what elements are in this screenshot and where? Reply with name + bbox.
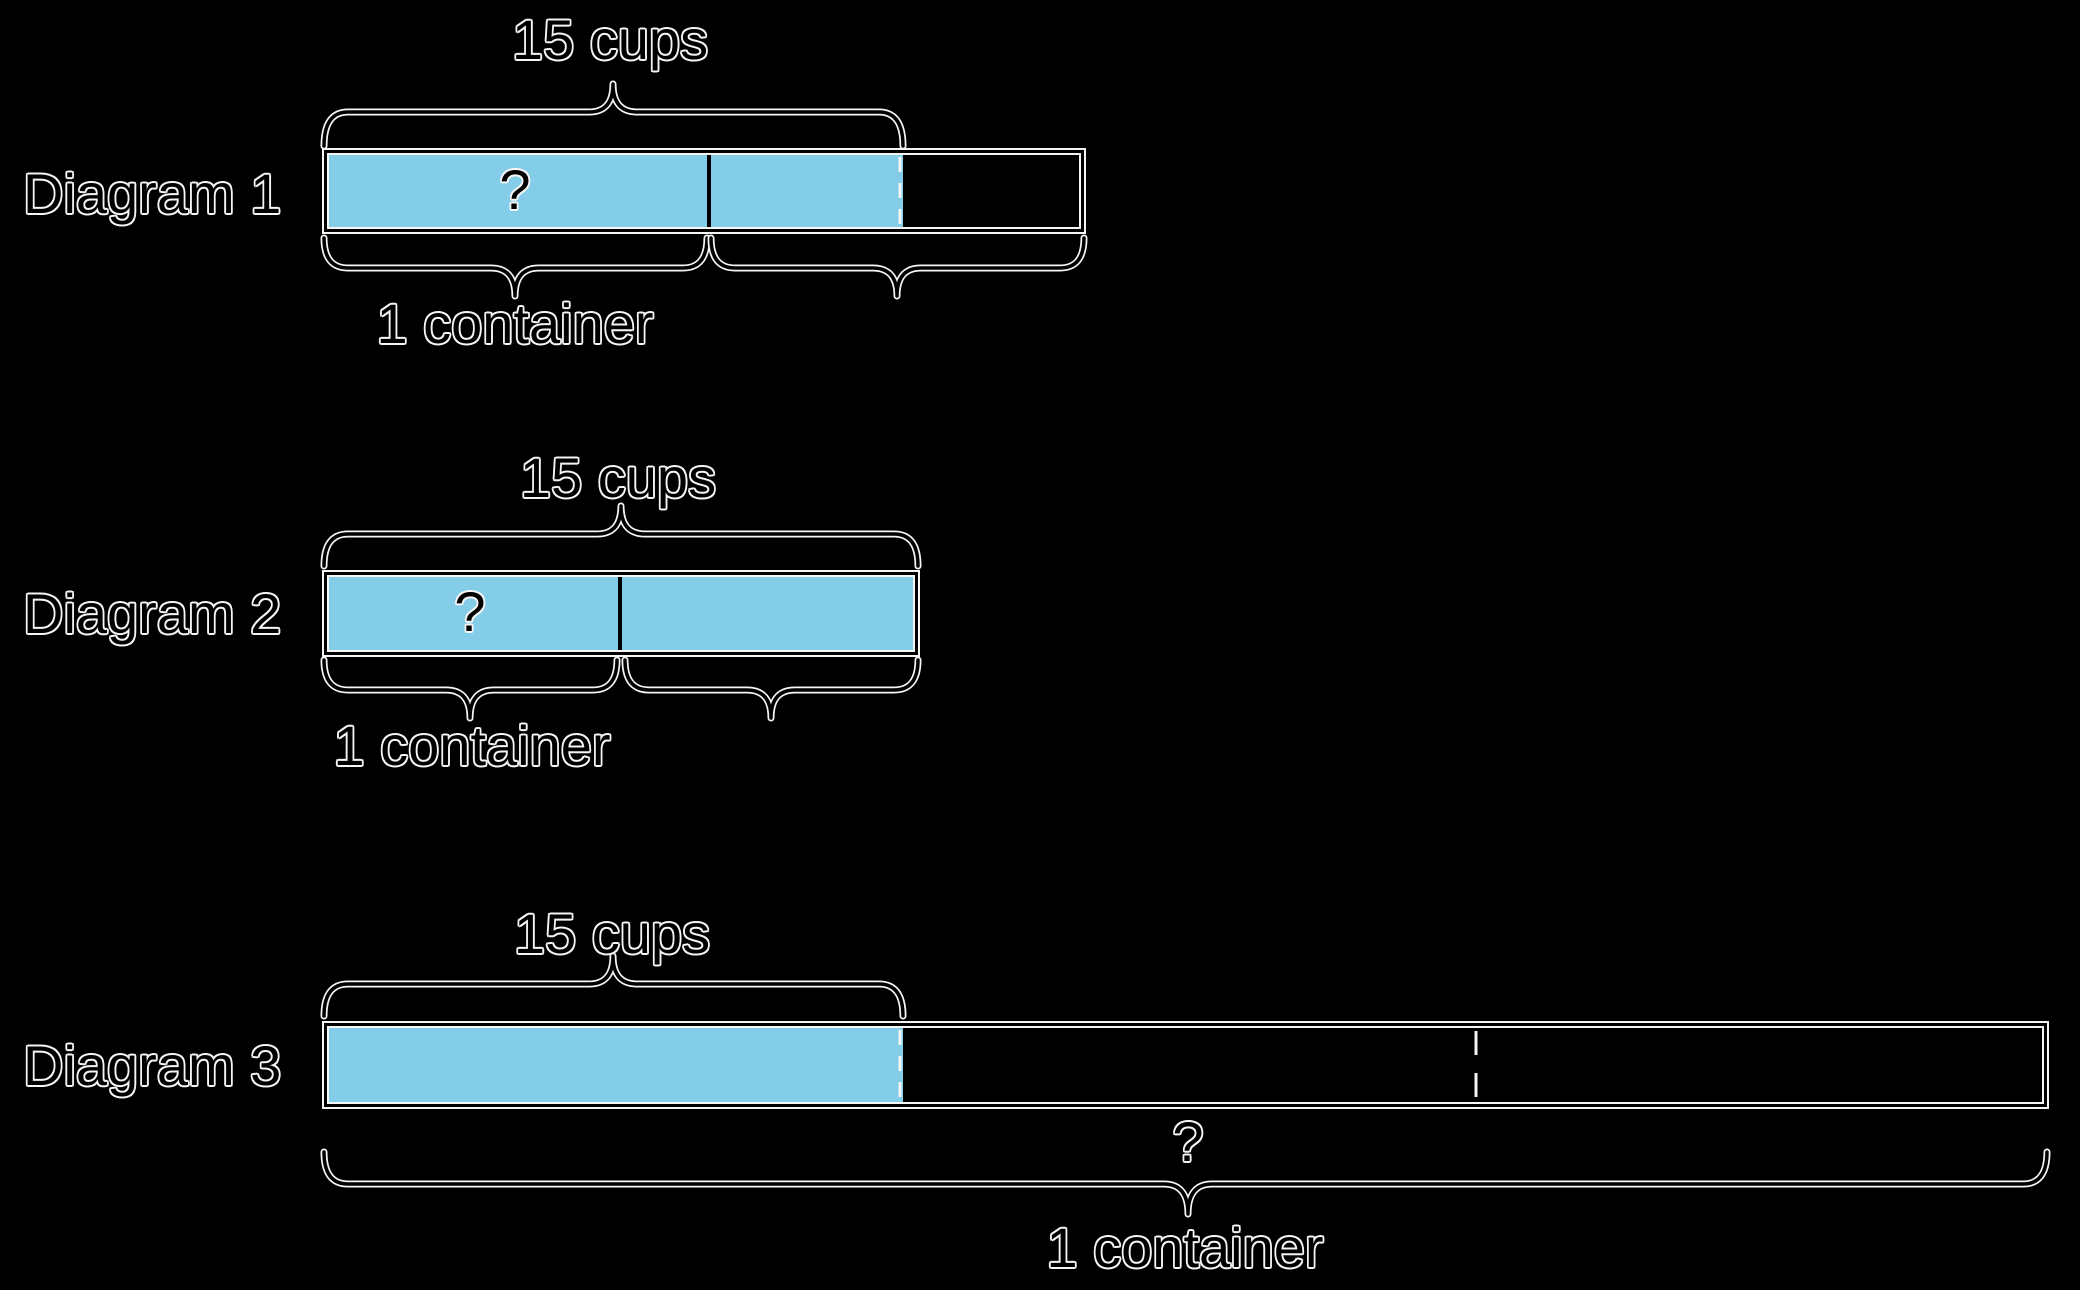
diagram-1-question-mark: ?: [499, 158, 531, 221]
diagram-1-amount-label: 15 cups: [511, 8, 709, 71]
diagram-3-blue-segment: [327, 1026, 903, 1104]
diagram-3-container-brace: [320, 1148, 2051, 1218]
diagram-1-amount-brace: [320, 80, 907, 150]
diagram-1-blue-segment-1: [327, 153, 707, 229]
diagram-3-container-label: 1 container: [1046, 1216, 1324, 1279]
diagram-2-amount-brace: [320, 502, 922, 570]
diagram-2-container-label: 1 container: [333, 714, 611, 777]
diagram-1-container-brace: [320, 234, 711, 300]
diagram-2-blue-segment-2: [622, 575, 915, 652]
diagram-1-remainder-brace: [707, 234, 1088, 300]
diagram-2-tape-bar: [324, 572, 918, 655]
diagram-1-title: Diagram 1: [23, 162, 282, 225]
diagram-2-amount-label: 15 cups: [519, 446, 717, 509]
diagram-2-container-brace: [320, 656, 621, 722]
diagram-1-container-label: 1 container: [376, 292, 654, 355]
diagram-2-second-half-brace: [621, 656, 922, 722]
diagram-3-amount-brace: [320, 952, 907, 1020]
diagram-1-segment-divider: [707, 153, 711, 229]
diagram-2-question-mark: ?: [454, 580, 486, 643]
diagram-1-blue-segment-2: [711, 153, 903, 229]
diagram-3-title: Diagram 3: [23, 1034, 282, 1097]
diagram-2-title: Diagram 2: [23, 582, 282, 645]
diagram-2-blue-segment-1: [327, 575, 618, 652]
diagram-2-segment-divider: [618, 575, 622, 652]
diagram-3-question-mark: ?: [1172, 1110, 1204, 1173]
